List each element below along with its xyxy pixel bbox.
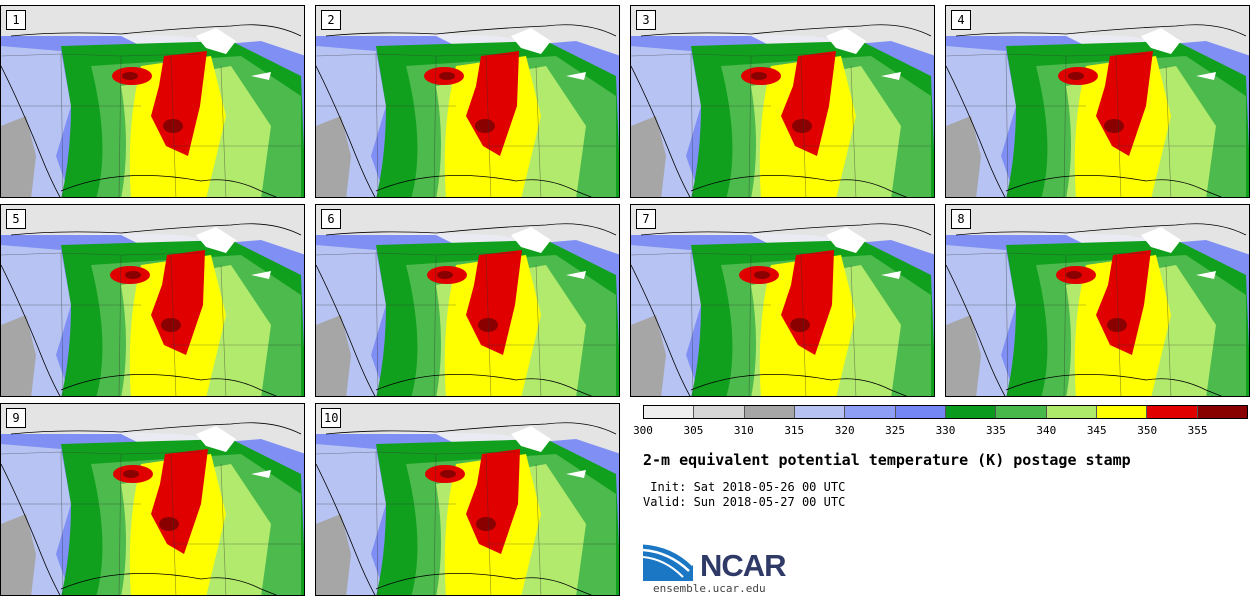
postage-stamp-panel: 4 (945, 5, 1250, 198)
colorbar-tick: 330 (935, 424, 956, 437)
colorbar-swatch (794, 406, 846, 418)
colorbar-tick: 325 (885, 424, 906, 437)
panel-label: 4 (951, 10, 971, 30)
panel-label: 3 (636, 10, 656, 30)
logo-url: ensemble.ucar.edu (653, 582, 766, 595)
colorbar-swatch (895, 406, 946, 418)
colorbar-tick: 355 (1187, 424, 1208, 437)
colorbar-swatch (644, 406, 695, 418)
colorbar-swatch (1197, 406, 1247, 418)
colorbar-swatch (694, 406, 745, 418)
colorbar-swatch (744, 406, 795, 418)
panel-label: 9 (6, 408, 26, 428)
colorbar-tick: 310 (733, 424, 754, 437)
colorbar-swatch (1147, 406, 1198, 418)
colorbar-tick: 300 (633, 424, 653, 437)
panel-label: 1 (6, 10, 26, 30)
colorbar-tick: 350 (1137, 424, 1158, 437)
postage-stamp-panel: 7 (630, 204, 935, 397)
colorbar-tick: 315 (784, 424, 805, 437)
colorbar-swatch (945, 406, 997, 418)
postage-stamp-panel: 9 (0, 403, 305, 596)
postage-stamp-panel: 10 (315, 403, 620, 596)
panel-label: 7 (636, 209, 656, 229)
postage-stamp-panel: 5 (0, 204, 305, 397)
postage-stamp-panel: 1 (0, 5, 305, 198)
ncar-wordmark: NCAR (700, 548, 787, 583)
panel-label: 10 (321, 408, 342, 428)
colorbar-swatch (996, 406, 1047, 418)
postage-stamp-panel: 2 (315, 5, 620, 198)
panel-label: 2 (321, 10, 341, 30)
init-time: Init: Sat 2018-05-26 00 UTC (643, 480, 846, 494)
colorbar (643, 405, 1248, 419)
colorbar-tick: 305 (683, 424, 704, 437)
valid-time: Valid: Sun 2018-05-27 00 UTC (643, 495, 846, 509)
panel-label: 8 (951, 209, 971, 229)
colorbar-tick: 320 (834, 424, 855, 437)
colorbar-tick: 335 (985, 424, 1006, 437)
colorbar-swatch (1046, 406, 1097, 418)
postage-stamp-panel: 8 (945, 204, 1250, 397)
ncar-logo-icon (643, 541, 695, 581)
panel-label: 5 (6, 209, 26, 229)
colorbar-tick: 340 (1036, 424, 1057, 437)
colorbar-swatch (845, 406, 896, 418)
postage-stamp-panel: 6 (315, 204, 620, 397)
postage-stamp-panel: 3 (630, 5, 935, 198)
colorbar-tick: 345 (1086, 424, 1107, 437)
panel-label: 6 (321, 209, 341, 229)
figure-title: 2-m equivalent potential temperature (K)… (643, 451, 1131, 469)
colorbar-swatch (1096, 406, 1148, 418)
